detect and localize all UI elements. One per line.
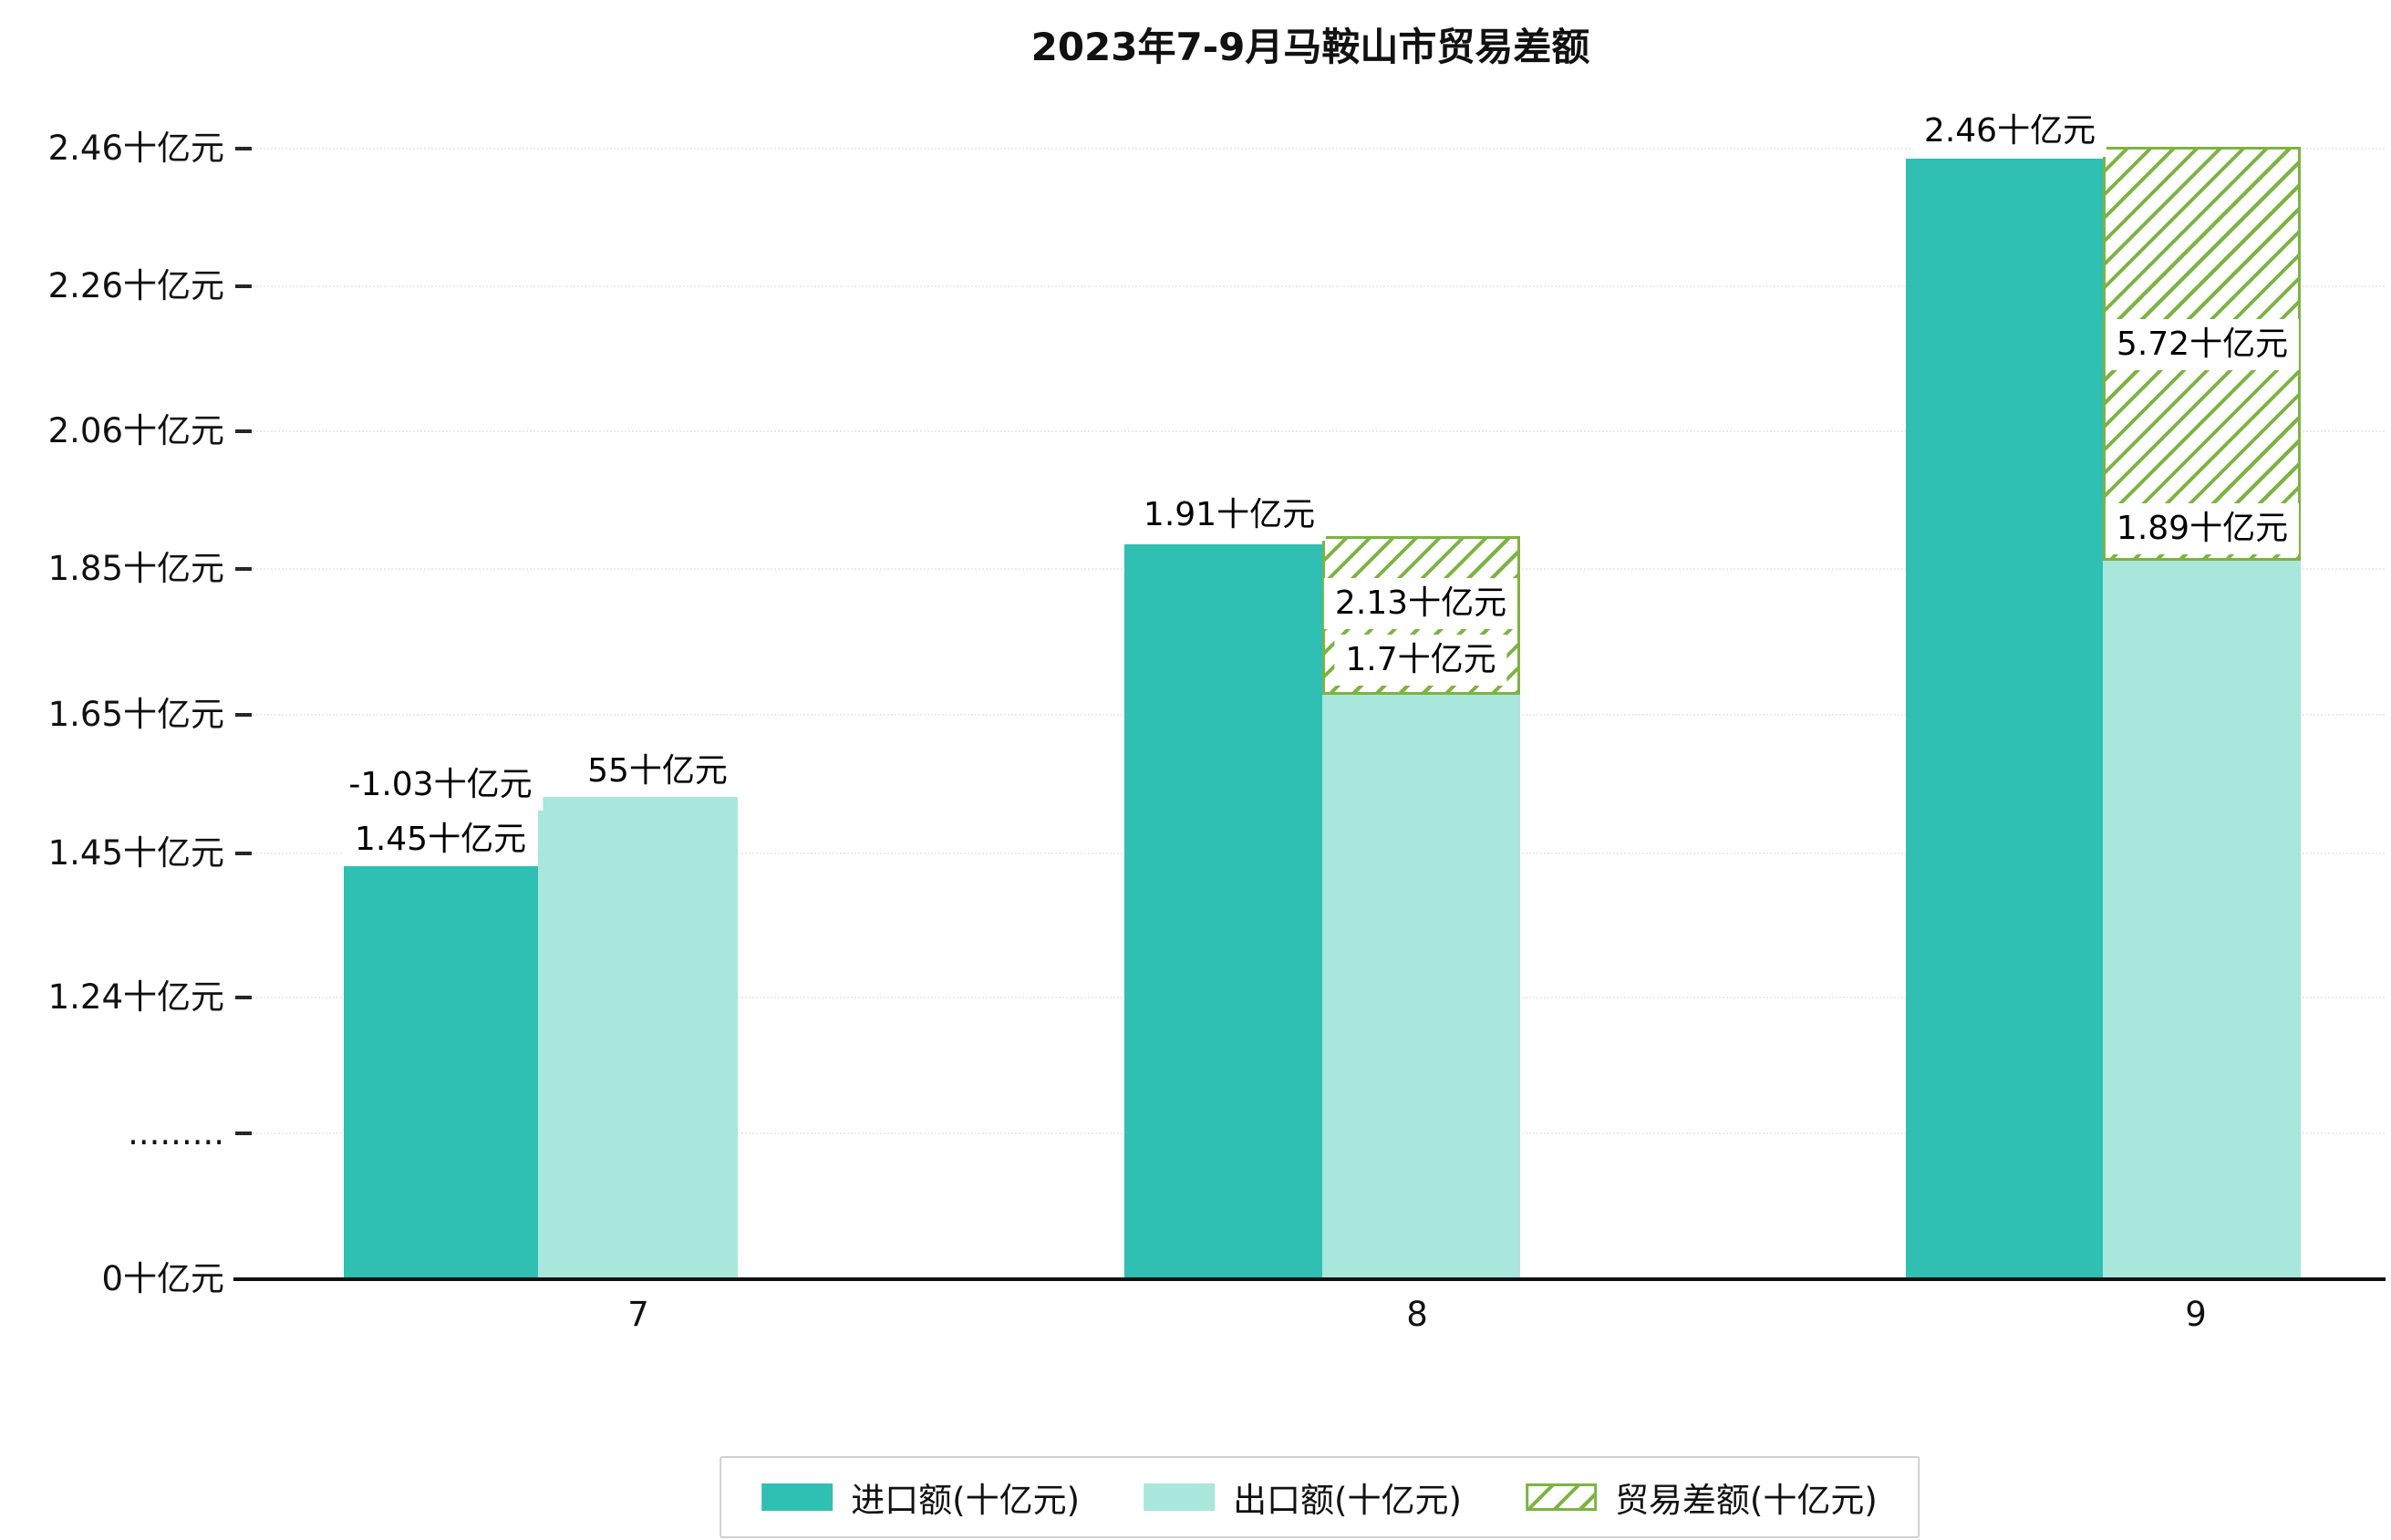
y-tick-mark [235,996,252,999]
import-bar-month-7 [344,866,538,1279]
y-tick-mark [235,567,252,571]
legend-swatch-import [761,1483,833,1511]
chart-title: 2023年7-9月马鞍山市贸易差额 [1030,25,1590,69]
y-tick-mark [235,713,252,717]
export-bar-month-9 [2103,561,2301,1279]
y-axis-break-label: ......... [128,1113,224,1152]
y-tick-label: 2.46十亿元 [47,129,224,168]
data-label-balance-month-7: -1.03十亿元 [337,760,543,811]
gridline [235,285,2385,287]
import-bar-month-9 [1906,159,2103,1279]
y-tick-label: 1.85十亿元 [47,549,224,588]
legend-item-import: 进口额(十亿元) [761,1473,1080,1522]
gridline [235,430,2385,432]
x-tick-label-month-8: 8 [1406,1295,1428,1334]
x-axis-line [233,1277,2386,1281]
y-tick-mark [235,429,252,433]
legend-label-trade-balance: 贸易差额(十亿元) [1614,1481,1878,1520]
legend-label-export: 出口额(十亿元) [1233,1481,1462,1520]
data-label-export-month-7: 55十亿元 [576,746,739,797]
y-tick-mark [235,852,252,855]
data-label-balance-month-8: 2.13十亿元 [1323,578,1518,629]
legend-label-import: 进口额(十亿元) [851,1481,1081,1520]
data-label-export-month-8: 1.7十亿元 [1334,635,1507,686]
data-label-export-month-9: 1.89十亿元 [2105,503,2300,554]
import-bar-month-8 [1124,544,1322,1279]
y-tick-mark [235,284,252,288]
y-tick-label: 1.45十亿元 [47,833,224,873]
legend: 进口额(十亿元) 出口额(十亿元) 贸易差额(十亿元) [719,1456,1920,1538]
y-tick-label: 1.65十亿元 [47,695,224,734]
data-label-import-month-8: 1.91十亿元 [1132,490,1327,541]
y-tick-label: 2.26十亿元 [47,266,224,305]
y-tick-mark [235,1132,252,1135]
legend-item-trade-balance: 贸易差额(十亿元) [1525,1473,1878,1522]
export-bar-month-8 [1322,695,1520,1279]
x-tick-label-month-9: 9 [2185,1295,2207,1334]
y-tick-label: 0十亿元 [101,1259,224,1298]
x-tick-label-month-7: 7 [627,1295,649,1334]
legend-swatch-export [1144,1483,1216,1511]
data-label-import-month-7: 1.45十亿元 [343,814,538,865]
data-label-balance-month-9: 5.72十亿元 [2105,319,2300,370]
data-label-import-month-9: 2.46十亿元 [1912,106,2107,157]
legend-item-export: 出口额(十亿元) [1144,1473,1462,1522]
gridline [235,148,2385,150]
export-bar-month-7 [538,797,738,1279]
y-tick-label: 2.06十亿元 [47,411,224,450]
y-tick-label: 1.24十亿元 [47,977,224,1017]
legend-swatch-trade-balance [1525,1483,1597,1511]
y-tick-mark [235,147,252,150]
